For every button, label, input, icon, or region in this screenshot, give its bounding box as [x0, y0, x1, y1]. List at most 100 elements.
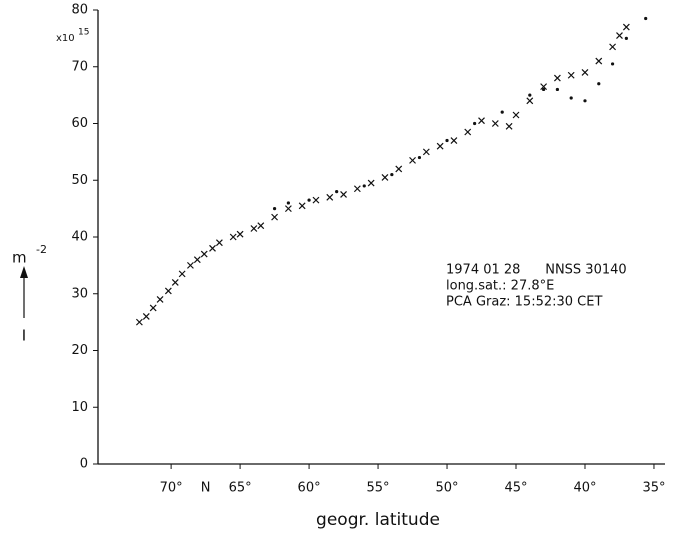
cross-point — [187, 261, 194, 269]
y-tick-label: 10 — [71, 400, 88, 415]
cross-stroke — [149, 304, 157, 312]
cross-point — [312, 196, 320, 204]
dot-point — [610, 62, 615, 66]
dot-point — [473, 121, 477, 126]
y-scale-exp: 15 — [78, 28, 89, 38]
x-tick-label: 40° — [573, 481, 596, 496]
cross-stroke — [312, 196, 320, 204]
cross-stroke — [567, 71, 575, 79]
cross-point — [326, 193, 334, 201]
cross-stroke — [505, 122, 513, 130]
x-label: geogr. latitude — [316, 510, 440, 530]
dot-point — [644, 16, 648, 21]
cross-point — [595, 57, 603, 65]
cross-stroke — [257, 222, 265, 230]
cross-point — [526, 97, 534, 105]
arrow-head — [20, 266, 28, 278]
cross-point — [149, 304, 157, 312]
cross-point — [464, 128, 472, 136]
cross-stroke — [236, 230, 244, 238]
y-tick-label: 80 — [71, 3, 88, 18]
y-tick-label: 50 — [71, 173, 88, 188]
cross-stroke — [464, 128, 472, 136]
dot-point — [286, 201, 290, 205]
dot-point — [597, 82, 601, 86]
cross-stroke — [381, 173, 389, 181]
cross-point — [229, 233, 237, 241]
cross-stroke — [156, 296, 164, 303]
cross-point — [200, 250, 208, 258]
cross-point — [395, 165, 403, 173]
cross-stroke — [135, 318, 143, 326]
x-tick-label: 55° — [367, 481, 390, 496]
cross-stroke — [512, 111, 520, 119]
cross-point — [491, 120, 499, 127]
cross-point — [193, 256, 201, 264]
cross-stroke — [622, 23, 630, 31]
y-label: m — [12, 249, 27, 267]
cross-stroke — [142, 313, 150, 320]
cross-point — [567, 71, 575, 79]
y-scale-note: x10 — [56, 33, 75, 44]
cross-stroke — [250, 225, 258, 232]
cross-stroke — [595, 57, 603, 65]
cross-stroke — [367, 179, 375, 187]
cross-stroke — [340, 191, 347, 198]
cross-stroke — [200, 250, 208, 258]
dot-point — [583, 99, 587, 103]
cross-stroke — [284, 205, 292, 213]
cross-stroke — [326, 193, 334, 201]
y-tick-label: 70 — [71, 59, 88, 74]
cross-point — [271, 213, 279, 221]
dot-point — [555, 87, 559, 92]
dot-point — [307, 198, 311, 202]
cross-point — [236, 230, 244, 238]
cross-point — [298, 202, 306, 210]
cross-stroke — [298, 202, 306, 210]
cross-stroke — [436, 142, 444, 150]
cross-point — [353, 185, 361, 193]
cross-point — [409, 156, 416, 164]
cross-point — [622, 23, 630, 31]
y-label-symbol: I — [22, 327, 26, 345]
cross-point — [171, 278, 179, 286]
cross-point — [178, 270, 186, 278]
cross-point — [257, 222, 265, 230]
x-tick-label: 35° — [642, 481, 665, 496]
cross-point — [512, 111, 520, 119]
annotation: long.sat.: 27.8°E — [446, 279, 554, 294]
cross-stroke — [450, 137, 458, 144]
cross-point — [553, 74, 561, 82]
cross-point — [478, 117, 485, 125]
dot-point — [417, 155, 422, 160]
cross-stroke — [271, 213, 279, 221]
hemisphere-label: N — [201, 481, 211, 496]
annotation: PCA Graz: 15:52:30 CET — [446, 295, 602, 310]
annotation: 1974 01 28 NNSS 30140 — [446, 263, 627, 278]
y-tick-label: 40 — [71, 230, 88, 245]
cross-point — [581, 69, 589, 76]
cross-stroke — [229, 233, 237, 241]
cross-stroke — [540, 83, 548, 91]
x-tick-label: 70° — [160, 481, 183, 496]
cross-point — [609, 43, 617, 51]
cross-point — [215, 239, 223, 247]
cross-stroke — [491, 120, 499, 127]
cross-point — [381, 173, 389, 181]
y-tick-label: 30 — [71, 286, 88, 301]
dot-point — [335, 190, 339, 194]
dot-point — [541, 87, 546, 92]
dot-point — [624, 36, 628, 40]
cross-point — [135, 318, 143, 326]
cross-point — [505, 122, 513, 130]
cross-stroke — [187, 261, 194, 269]
dot-point — [569, 96, 573, 100]
cross-stroke — [609, 43, 617, 51]
y-tick-label: 60 — [71, 116, 88, 131]
cross-point — [540, 83, 548, 91]
cross-stroke — [526, 97, 534, 105]
cross-point — [436, 142, 444, 150]
cross-point — [450, 137, 458, 144]
cross-stroke — [478, 117, 485, 125]
cross-stroke — [395, 165, 403, 173]
